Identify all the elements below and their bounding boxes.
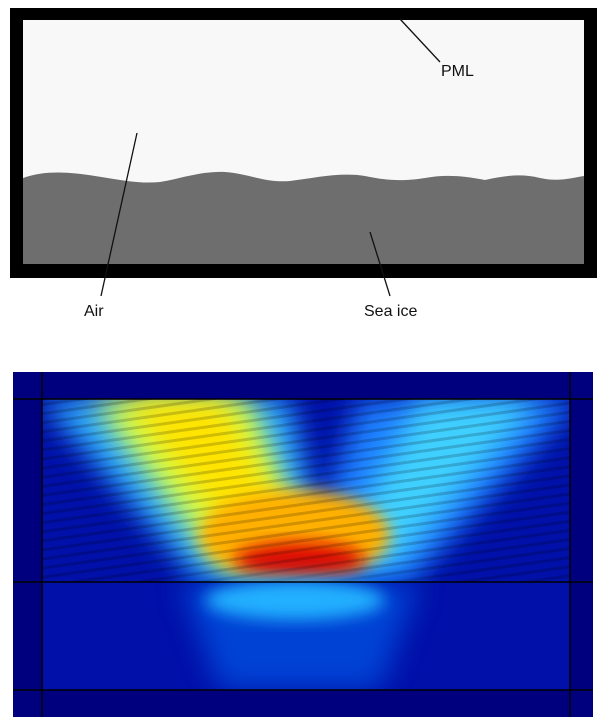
pml-label: PML <box>441 63 474 80</box>
air-label: Air <box>84 303 104 320</box>
geometry-panel: PML Air Sea ice <box>10 8 597 320</box>
field-intensity <box>40 399 580 690</box>
field-panel <box>13 372 593 717</box>
figure: PML Air Sea ice <box>0 0 605 718</box>
sea-ice-label: Sea ice <box>364 303 417 320</box>
sea-ice-region <box>23 172 584 264</box>
